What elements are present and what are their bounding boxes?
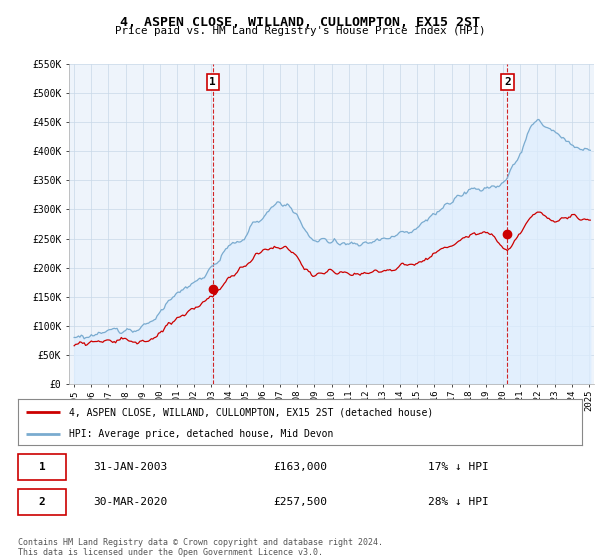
- Text: 1: 1: [209, 77, 216, 87]
- Text: 4, ASPEN CLOSE, WILLAND, CULLOMPTON, EX15 2ST: 4, ASPEN CLOSE, WILLAND, CULLOMPTON, EX1…: [120, 16, 480, 29]
- Text: £257,500: £257,500: [273, 497, 327, 507]
- Text: 2: 2: [504, 77, 511, 87]
- Text: £163,000: £163,000: [273, 463, 327, 473]
- Text: 31-JAN-2003: 31-JAN-2003: [94, 463, 168, 473]
- Text: 1: 1: [38, 463, 46, 473]
- Text: 28% ↓ HPI: 28% ↓ HPI: [428, 497, 488, 507]
- FancyBboxPatch shape: [18, 455, 66, 480]
- Text: 2: 2: [38, 497, 46, 507]
- Text: 30-MAR-2020: 30-MAR-2020: [94, 497, 168, 507]
- FancyBboxPatch shape: [18, 489, 66, 515]
- Text: 4, ASPEN CLOSE, WILLAND, CULLOMPTON, EX15 2ST (detached house): 4, ASPEN CLOSE, WILLAND, CULLOMPTON, EX1…: [69, 407, 433, 417]
- Text: HPI: Average price, detached house, Mid Devon: HPI: Average price, detached house, Mid …: [69, 429, 333, 438]
- Text: Price paid vs. HM Land Registry's House Price Index (HPI): Price paid vs. HM Land Registry's House …: [115, 26, 485, 36]
- Text: Contains HM Land Registry data © Crown copyright and database right 2024.
This d: Contains HM Land Registry data © Crown c…: [18, 538, 383, 557]
- Text: 17% ↓ HPI: 17% ↓ HPI: [428, 463, 488, 473]
